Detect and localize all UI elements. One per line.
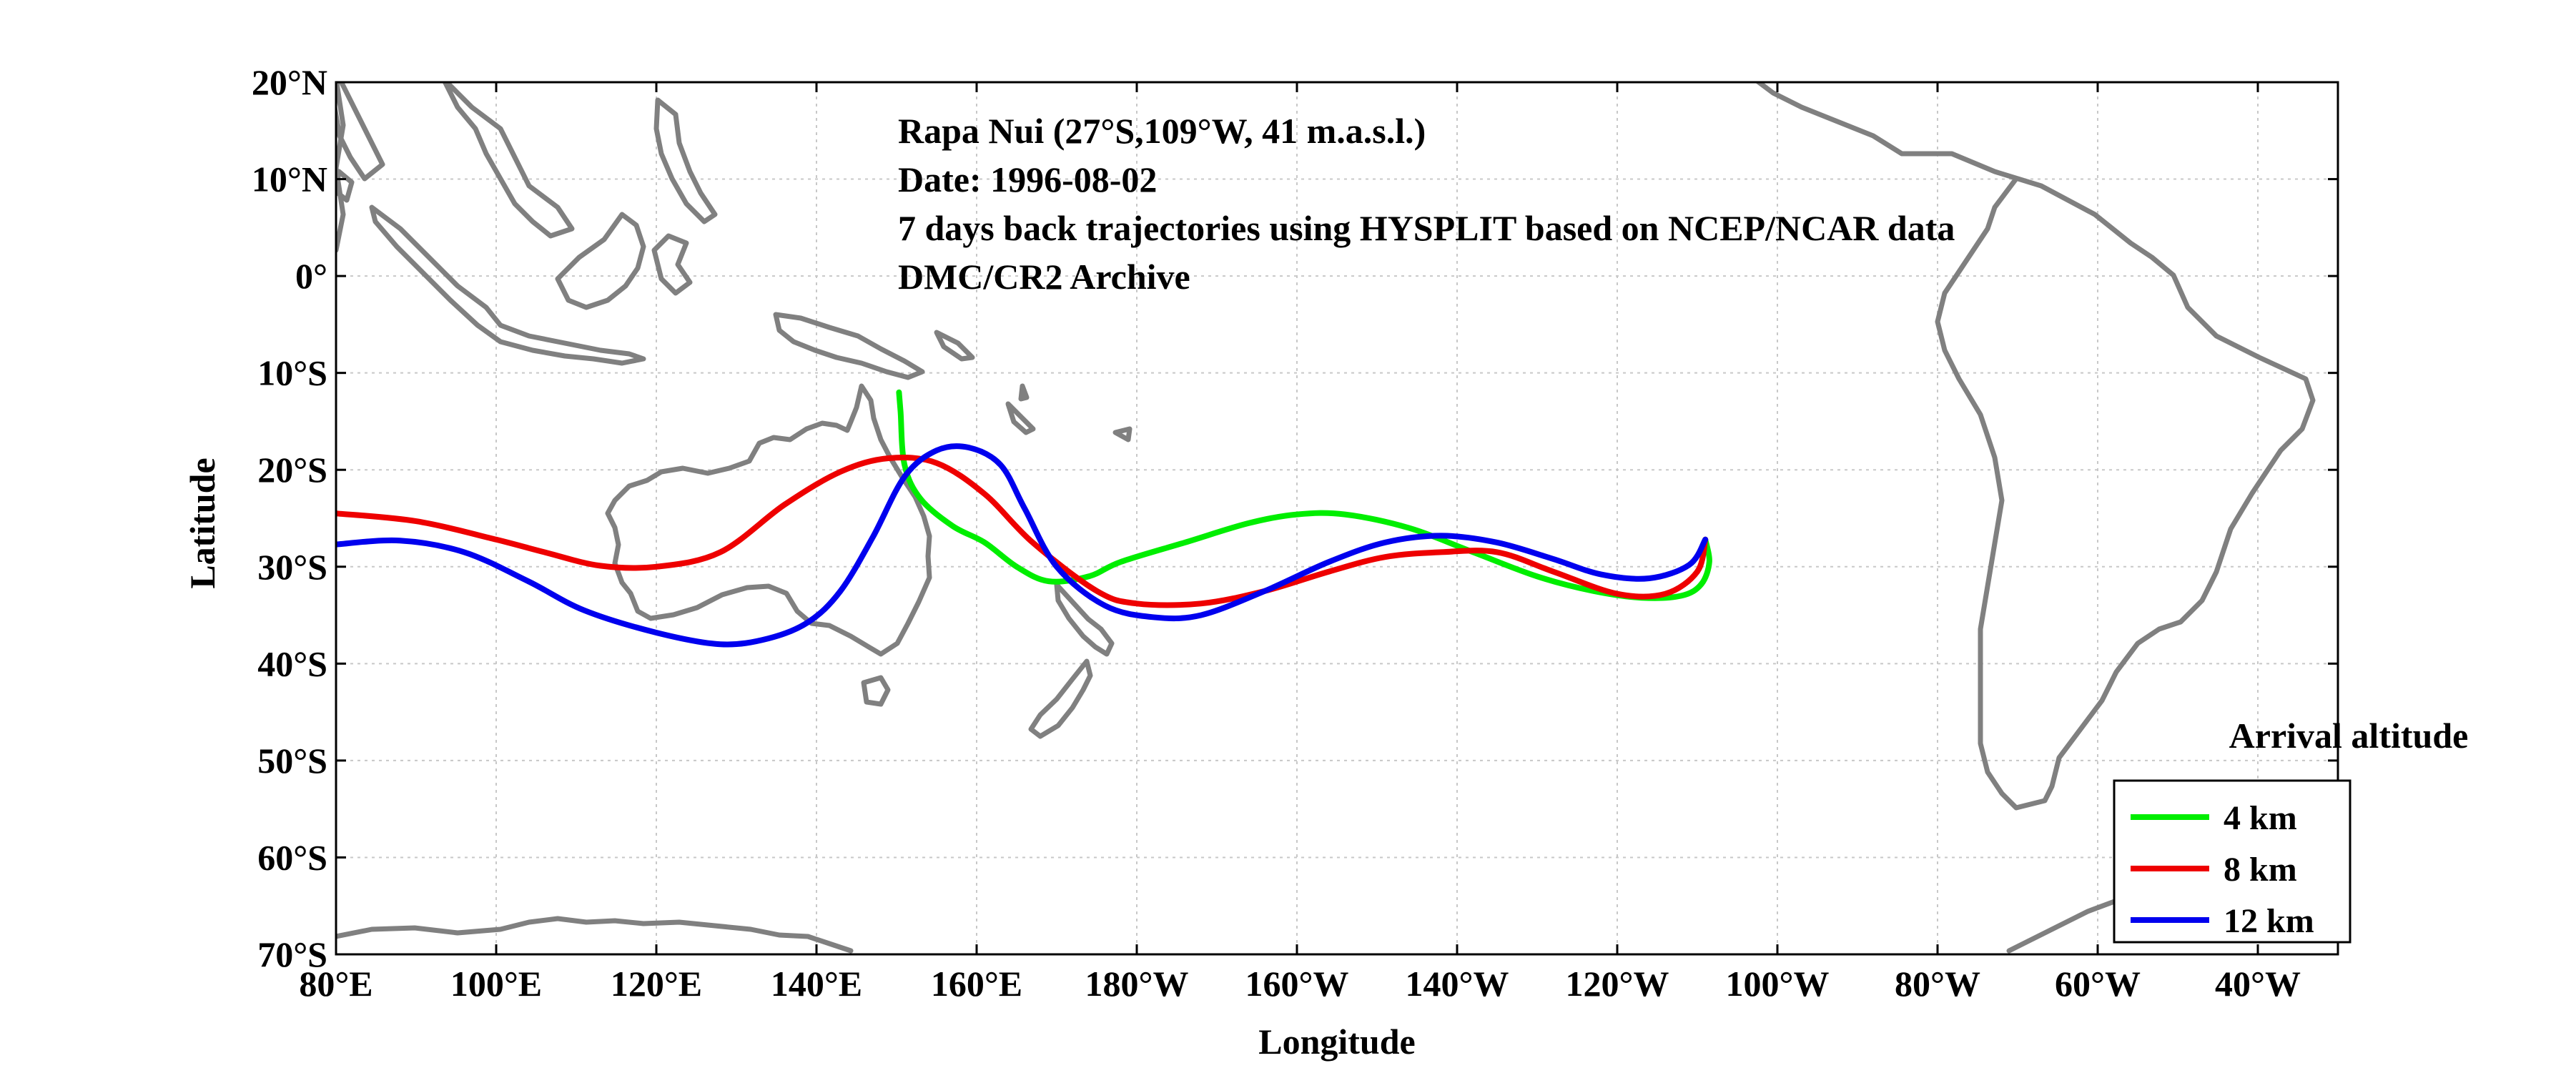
x-tick-label: 140°W bbox=[1406, 964, 1509, 1004]
y-tick-label: 40°S bbox=[257, 643, 327, 683]
x-tick-label: 60°W bbox=[2055, 964, 2141, 1004]
plot-frame bbox=[335, 81, 2339, 956]
x-tick-label: 80°E bbox=[299, 964, 372, 1004]
coast-new-zealand bbox=[1028, 582, 1115, 739]
x-tick-label: 80°W bbox=[1895, 964, 1980, 1004]
axis-ticks: 80°E 100°E 120°E 140°E 160°E 180°W 160°W 140°W 1… bbox=[252, 62, 2338, 1004]
trajectory-12km bbox=[336, 443, 1709, 648]
y-tick-label: 30°S bbox=[257, 547, 327, 587]
coast-philippines bbox=[653, 97, 718, 224]
coast-borneo bbox=[555, 212, 646, 310]
info-method: 7 days back trajectories using HYSPLIT b… bbox=[898, 208, 1955, 248]
coastlines bbox=[336, 0, 2316, 954]
info-location: Rapa Nui (27°S,109°W, 41 m.a.s.l.) bbox=[898, 111, 1426, 151]
coast-central-america bbox=[1573, 0, 1745, 71]
y-axis-title: Latitude bbox=[182, 458, 222, 588]
x-axis-title: Longitude bbox=[1258, 1022, 1416, 1062]
coast-new-caledonia bbox=[1005, 401, 1036, 435]
x-tick-label: 180°W bbox=[1085, 964, 1189, 1004]
x-tick-label: 140°E bbox=[771, 964, 862, 1004]
trajectories bbox=[336, 389, 1712, 648]
legend-label-8km: 8 km bbox=[2224, 851, 2297, 889]
legend: 4 km 8 km 12 km bbox=[2113, 779, 2352, 944]
coast-sulawesi bbox=[651, 233, 693, 296]
y-tick-label: 20°S bbox=[257, 450, 327, 490]
x-tick-label: 120°E bbox=[611, 964, 702, 1004]
y-tick-label: 20°N bbox=[252, 62, 327, 102]
y-tick-label: 60°S bbox=[257, 837, 327, 877]
y-tick-label: 0° bbox=[295, 256, 327, 296]
coast-vanuatu bbox=[1018, 383, 1030, 402]
info-date: Date: 1996-08-02 bbox=[898, 159, 1157, 199]
legend-box bbox=[2113, 779, 2352, 944]
legend-title: Arrival altitude bbox=[2229, 716, 2469, 756]
y-tick-label: 10°N bbox=[252, 159, 327, 199]
x-tick-label: 40°W bbox=[2215, 964, 2301, 1004]
x-tick-label: 160°W bbox=[1245, 964, 1349, 1004]
legend-label-4km: 4 km bbox=[2224, 799, 2297, 837]
x-tick-label: 120°W bbox=[1566, 964, 1669, 1004]
x-tick-label: 100°E bbox=[450, 964, 542, 1004]
coast-solomons bbox=[934, 330, 975, 362]
coast-new-guinea bbox=[773, 312, 925, 380]
plot-area bbox=[336, 82, 2338, 954]
coast-south-america bbox=[1755, 82, 2316, 811]
x-tick-label: 160°E bbox=[931, 964, 1022, 1004]
coast-indochina bbox=[442, 82, 575, 239]
y-tick-label: 50°S bbox=[257, 741, 327, 781]
legend-label-12km: 12 km bbox=[2224, 902, 2314, 940]
coast-tasmania bbox=[861, 675, 891, 707]
x-tick-label: 100°W bbox=[1726, 964, 1830, 1004]
coast-asia-west bbox=[336, 82, 346, 253]
y-tick-label: 10°S bbox=[257, 353, 327, 393]
coast-antarctica-west bbox=[336, 916, 854, 954]
coast-australia bbox=[605, 383, 932, 657]
coast-fiji bbox=[1112, 426, 1132, 442]
info-archive: DMC/CR2 Archive bbox=[898, 257, 1190, 297]
coast-sumatra-java bbox=[369, 204, 646, 366]
y-tick-label: 70°S bbox=[257, 934, 327, 974]
grid bbox=[335, 81, 2338, 955]
